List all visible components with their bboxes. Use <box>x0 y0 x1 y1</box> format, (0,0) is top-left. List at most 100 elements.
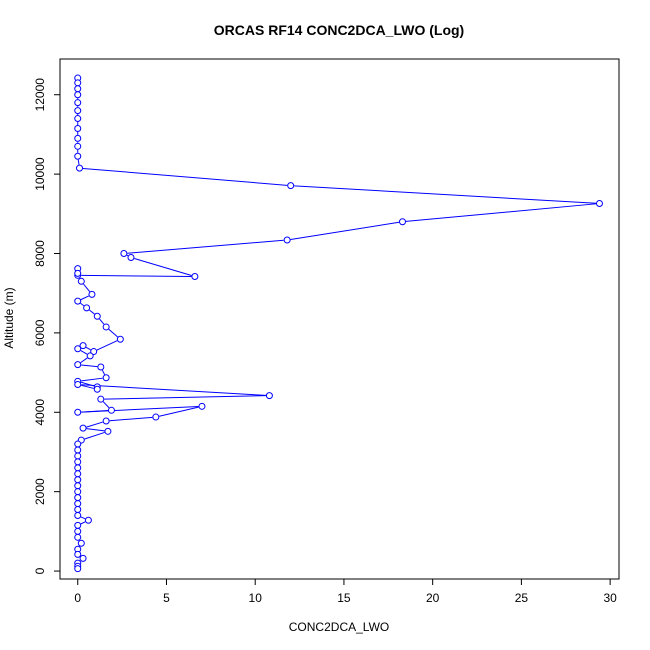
y-axis: 0 2000 4000 6000 8000 10000 12000 <box>33 78 60 574</box>
data-point <box>79 554 87 562</box>
data-point <box>84 516 92 524</box>
data-point <box>74 440 82 448</box>
data-point <box>74 380 82 388</box>
plot-frame <box>59 58 620 580</box>
data-point <box>77 539 85 547</box>
data-point <box>102 323 110 331</box>
y-tick-label: 10000 <box>33 157 47 191</box>
chart-title: ORCAS RF14 CONC2DCA_LWO (Log) <box>214 22 464 38</box>
series-segment <box>134 257 192 277</box>
data-point <box>104 427 112 435</box>
data-point <box>74 494 82 502</box>
data-point <box>120 250 128 258</box>
data-point <box>198 402 206 410</box>
series-segment <box>80 516 86 520</box>
data-point <box>76 164 84 172</box>
series-segment <box>99 318 105 325</box>
data-point <box>74 521 82 529</box>
data-point <box>79 424 87 432</box>
series-segment <box>80 350 88 355</box>
data-point <box>152 413 160 421</box>
series-segment <box>89 309 95 315</box>
data-point <box>74 85 82 93</box>
x-axis: 0 5 10 15 20 25 30 <box>74 579 617 605</box>
data-point <box>74 345 82 353</box>
data-point <box>97 363 105 371</box>
data-point <box>265 392 273 400</box>
x-tick-label: 5 <box>163 591 170 605</box>
series-segment <box>86 428 105 432</box>
data-point <box>74 458 82 466</box>
data-point <box>90 348 98 356</box>
data-point <box>102 417 110 425</box>
data-point <box>74 297 82 305</box>
data-point <box>74 107 82 115</box>
x-axis-label: CONC2DCA_LWO <box>289 620 389 634</box>
series-segment <box>108 328 119 338</box>
series-segment <box>80 521 86 525</box>
series-segment <box>290 221 400 240</box>
series-segment <box>102 401 110 409</box>
series-layer <box>74 74 603 573</box>
data-point <box>74 500 82 508</box>
series-segment <box>84 431 105 440</box>
series-segment <box>126 254 129 257</box>
y-tick-label: 4000 <box>33 399 47 426</box>
data-point <box>74 533 82 541</box>
data-point <box>74 506 82 514</box>
data-point <box>74 91 82 99</box>
data-point <box>74 124 82 132</box>
data-point <box>74 115 82 123</box>
y-tick-label: 2000 <box>33 478 47 505</box>
data-point <box>88 290 96 298</box>
series-segment <box>405 203 597 222</box>
series-segment <box>109 416 153 422</box>
x-tick-label: 15 <box>337 591 351 605</box>
data-point <box>74 134 82 142</box>
series-segment <box>80 302 85 307</box>
series-segment <box>80 295 89 301</box>
y-tick-label: 8000 <box>33 240 47 267</box>
data-point <box>93 312 101 320</box>
data-point <box>74 565 82 573</box>
data-point <box>127 253 135 261</box>
series-segment <box>86 421 103 428</box>
data-point <box>102 374 110 382</box>
data-point <box>595 199 603 207</box>
series-segment <box>81 274 192 277</box>
data-point <box>74 452 82 460</box>
data-point <box>74 470 82 478</box>
series-segment <box>85 346 91 351</box>
data-point <box>74 527 82 535</box>
data-point <box>191 273 199 281</box>
data-point <box>79 342 87 350</box>
data-point <box>116 335 124 343</box>
x-tick-label: 20 <box>426 591 440 605</box>
data-point <box>74 446 82 454</box>
data-point <box>74 488 82 496</box>
series-segment <box>127 239 284 254</box>
data-point <box>283 236 291 244</box>
data-point <box>398 218 406 226</box>
y-tick-label: 12000 <box>33 78 47 112</box>
series-segment <box>77 159 80 165</box>
data-point <box>77 277 85 285</box>
data-point <box>74 511 82 519</box>
data-point <box>97 395 105 403</box>
data-point <box>74 79 82 87</box>
data-point <box>74 142 82 150</box>
series-segment <box>159 406 199 417</box>
data-point <box>107 406 115 414</box>
data-point <box>287 182 295 190</box>
x-tick-label: 10 <box>249 591 263 605</box>
y-tick-label: 0 <box>33 567 47 574</box>
data-point <box>74 269 82 277</box>
series-segment <box>294 185 597 204</box>
series-segment <box>83 283 91 292</box>
series-segment <box>81 377 103 382</box>
data-point <box>74 550 82 558</box>
x-tick-label: 30 <box>603 591 617 605</box>
y-axis-label: Altitude (m) <box>2 287 16 348</box>
series-segment <box>81 405 199 413</box>
